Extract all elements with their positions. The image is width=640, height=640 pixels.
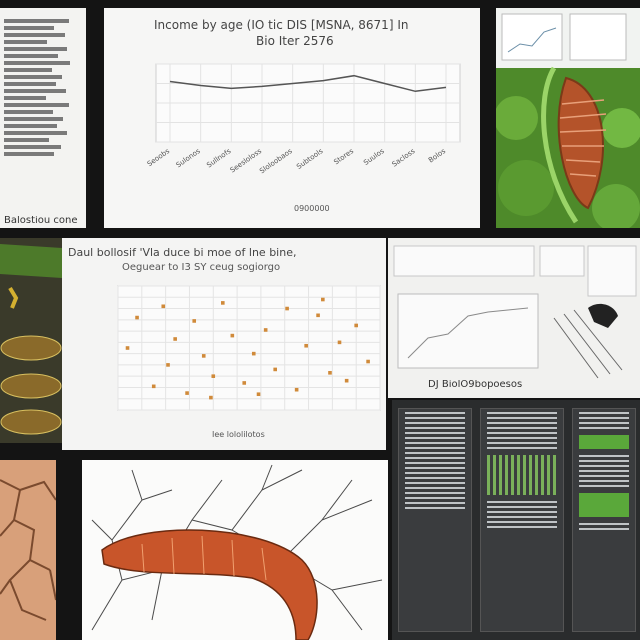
line-x-tick-label: Seoobs (146, 147, 172, 168)
notes-page-left: Balostiou cone (0, 8, 86, 228)
scatter-point (337, 340, 342, 345)
data-columns-panel (392, 400, 640, 640)
scatter-point (173, 337, 177, 341)
sketch-collage (393, 245, 637, 379)
specimen-strip-panel (0, 238, 62, 443)
scatter-point (242, 381, 247, 385)
line-chart-xlabel: 0900000 (294, 204, 330, 213)
scatter-point (209, 395, 213, 400)
line-x-tick-label: Suulos (362, 147, 386, 167)
line-series (169, 74, 447, 93)
sketch-footer: DJ BiolO9bopoesos (428, 380, 523, 390)
line-x-tick-label: Sullnofs (205, 147, 232, 170)
line-x-tick-label: Stores (332, 147, 355, 166)
scatter-point (230, 333, 235, 338)
scatter-chart-xlabel: Iee lololilotos (212, 430, 265, 439)
sketch-collage-panel: DJ BiolO9bopoesos (388, 238, 640, 398)
line-x-tick-label: Bolos (427, 147, 447, 165)
line-x-tick-label: Sulonos (175, 147, 202, 170)
scatter-point (185, 391, 189, 395)
organism-illustration-panel (82, 460, 388, 640)
scatter-point (211, 374, 216, 378)
notes-footer: Balostiou cone (4, 216, 78, 226)
scatter-point (285, 306, 289, 311)
data-column-3 (572, 408, 636, 632)
line-x-tick-label: Sacloss (391, 147, 417, 169)
leaf-illustration (496, 8, 640, 228)
organism-illustration (91, 464, 383, 640)
data-column-1 (398, 408, 472, 632)
scatter-point (125, 346, 130, 350)
scatter-point (251, 351, 256, 356)
scatter-point (192, 319, 197, 323)
scatter-chart-plot (117, 285, 381, 411)
scatter-point (135, 315, 139, 320)
specimen-illustration (0, 244, 62, 435)
scatter-point (256, 392, 261, 397)
scatter-point (166, 363, 170, 367)
scatter-chart-panel: Daul bollosif 'Vla duce bi moe of lne bi… (62, 238, 386, 450)
scatter-point (344, 378, 349, 383)
scatter-point (221, 301, 225, 305)
scatter-point (354, 323, 358, 328)
leaf-illustration-panel (496, 8, 640, 228)
notes-text-lines (4, 16, 76, 159)
line-chart-subtitle: Bio Iter 2576 (256, 34, 334, 48)
scatter-point (321, 297, 325, 302)
scatter-point (328, 371, 332, 375)
scatter-point (316, 313, 320, 318)
scatter-point (263, 328, 268, 332)
line-x-tick-label: Subtools (295, 147, 325, 171)
line-chart-title: Income by age (IO tic DIS [MSNA, 8671] I… (154, 18, 409, 32)
scatter-point (294, 387, 299, 392)
tissue-illustration (0, 479, 56, 621)
scatter-point (151, 384, 156, 389)
scatter-chart-subtitle: Oeguear to I3 SY ceug sogiorgo (122, 262, 281, 273)
scatter-point (161, 304, 166, 309)
scatter-plot-area (117, 285, 381, 411)
line-x-tick-label: Sloloobaos (258, 147, 294, 175)
data-column-2 (480, 408, 564, 632)
scatter-point (201, 354, 206, 358)
line-chart-plot: Seoobs Sulonos SullnofsSeeslolossSloloobao… (146, 63, 461, 175)
scatter-point (366, 359, 370, 364)
scatter-point (273, 367, 277, 372)
tissue-panel (0, 460, 56, 640)
scatter-point (304, 343, 308, 348)
scatter-chart-title: Daul bollosif 'Vla duce bi moe of lne bi… (68, 246, 297, 259)
line-chart-panel: Income by age (IO tic DIS [MSNA, 8671] I… (104, 8, 480, 228)
